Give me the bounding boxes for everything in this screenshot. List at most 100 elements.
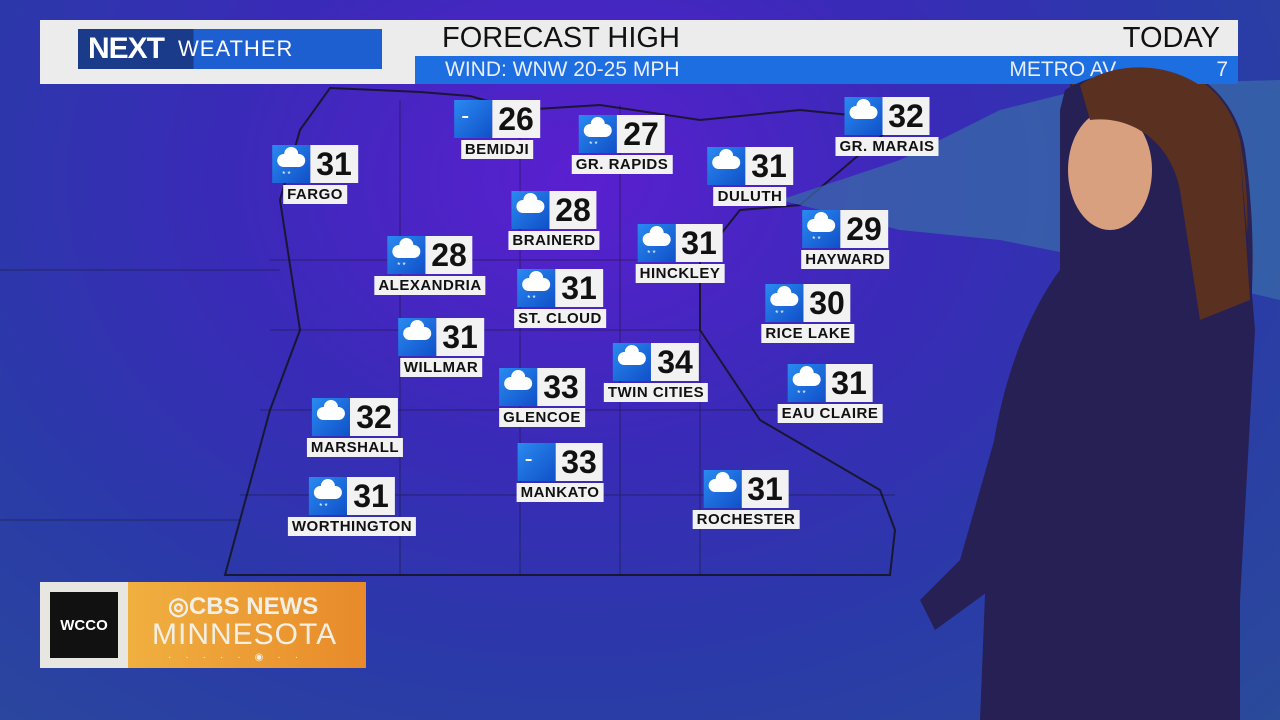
- city-name: WILLMAR: [399, 358, 483, 377]
- city-forecast: * * 31 HINCKLEY: [635, 224, 725, 283]
- temperature: 28: [549, 191, 597, 229]
- city-name: BRAINERD: [508, 231, 600, 250]
- forecast-row: * * 31: [517, 269, 603, 307]
- forecast-row: * * 31: [637, 224, 723, 262]
- cbs-eye-icon: ◎: [168, 593, 189, 620]
- city-forecast: 31 DULUTH: [707, 147, 793, 206]
- city-name: GR. MARAIS: [835, 137, 939, 156]
- city-name: BEMIDJI: [460, 140, 534, 159]
- temperature: 30: [803, 284, 851, 322]
- city-name: MARSHALL: [306, 438, 404, 457]
- city-forecast: * * 31 EAU CLAIRE: [777, 364, 883, 423]
- metro-info: METRO AV 7: [1009, 58, 1228, 82]
- page-title: FORECAST HIGH: [442, 22, 680, 54]
- forecast-row: * * 31: [309, 477, 395, 515]
- metro-text-tail: 7: [1216, 58, 1228, 81]
- city-forecast: * * 31 WORTHINGTON: [287, 477, 417, 536]
- city-forecast: 33 GLENCOE: [499, 368, 585, 427]
- wind-icon: [454, 100, 493, 138]
- forecast-row: * * 30: [765, 284, 851, 322]
- city-name: HINCKLEY: [635, 264, 725, 283]
- snow-cloud-icon: * *: [579, 115, 618, 153]
- wind-info: WIND: WNW 20-25 MPH: [445, 58, 680, 81]
- city-name: ST. CLOUD: [514, 309, 606, 328]
- presenter-face: [1065, 108, 1155, 232]
- temperature: 32: [350, 398, 398, 436]
- region-name: MINNESOTA: [152, 618, 338, 651]
- snow-cloud-icon: * *: [272, 145, 311, 183]
- temperature: 31: [555, 269, 603, 307]
- forecast-row: * * 31: [272, 145, 358, 183]
- cloud-icon: [703, 470, 742, 508]
- lower-header-banner: NEXT WEATHER FORECAST HIGH TODAY WIND: W…: [40, 20, 1238, 84]
- temperature: 31: [310, 145, 358, 183]
- cloud-icon: [613, 343, 652, 381]
- temperature: 31: [741, 470, 789, 508]
- city-name: FARGO: [283, 185, 347, 204]
- city-forecast: 32 MARSHALL: [306, 398, 404, 457]
- city-name: ALEXANDRIA: [374, 276, 486, 295]
- city-forecast: 32 GR. MARAIS: [835, 97, 939, 156]
- city-name: EAU CLAIRE: [777, 404, 883, 423]
- temperature: 29: [840, 210, 888, 248]
- snow-cloud-icon: * *: [309, 477, 348, 515]
- logo-next: NEXT: [88, 32, 165, 65]
- forecast-row: 34: [613, 343, 699, 381]
- wind-icon: [517, 443, 556, 481]
- next-weather-logo: NEXT WEATHER: [78, 29, 382, 69]
- temperature: 31: [745, 147, 793, 185]
- forecast-row: 31: [707, 147, 793, 185]
- cloud-icon: [511, 191, 550, 229]
- forecast-row: * * 28: [387, 236, 473, 274]
- cloud-icon: [312, 398, 351, 436]
- forecast-row: 33: [517, 443, 603, 481]
- info-bar: WIND: WNW 20-25 MPH METRO AV 7: [415, 56, 1238, 84]
- city-name: WORTHINGTON: [287, 517, 417, 536]
- city-forecast: 31 ROCHESTER: [692, 470, 800, 529]
- temperature: 31: [347, 477, 395, 515]
- forecast-row: 26: [454, 100, 540, 138]
- snow-cloud-icon: * *: [765, 284, 804, 322]
- dots-decoration: ·····◉··: [168, 652, 313, 663]
- forecast-row: * * 31: [787, 364, 873, 402]
- snow-cloud-icon: * *: [637, 224, 676, 262]
- snow-cloud-icon: * *: [802, 210, 841, 248]
- city-forecast: 33 MANKATO: [516, 443, 604, 502]
- city-forecast: 34 TWIN CITIES: [603, 343, 709, 402]
- forecast-row: 31: [398, 318, 484, 356]
- city-forecast: * * 31 ST. CLOUD: [514, 269, 606, 328]
- cloud-icon: [844, 97, 883, 135]
- forecast-row: 32: [844, 97, 930, 135]
- snow-cloud-icon: * *: [787, 364, 826, 402]
- forecast-row: 33: [499, 368, 585, 406]
- cbs-news-text: ◎CBS NEWS: [168, 592, 318, 621]
- logo-weather: WEATHER: [178, 36, 294, 61]
- forecast-row: 32: [312, 398, 398, 436]
- temperature: 26: [492, 100, 540, 138]
- city-forecast: 28 BRAINERD: [508, 191, 600, 250]
- network-name: CBS NEWS: [188, 593, 319, 620]
- station-bug: WCCO ◎CBS NEWS MINNESOTA ·····◉··: [40, 582, 366, 668]
- temperature: 27: [617, 115, 665, 153]
- temperature: 33: [555, 443, 603, 481]
- city-name: HAYWARD: [801, 250, 889, 269]
- city-forecast: 31 WILLMAR: [398, 318, 484, 377]
- city-name: RICE LAKE: [761, 324, 855, 343]
- temperature: 33: [537, 368, 585, 406]
- temperature: 31: [675, 224, 723, 262]
- temperature: 31: [825, 364, 873, 402]
- metro-text: METRO AV: [1009, 58, 1117, 81]
- cloud-icon: [398, 318, 437, 356]
- cloud-icon: [707, 147, 746, 185]
- forecast-row: 28: [511, 191, 597, 229]
- city-name: ROCHESTER: [692, 510, 800, 529]
- city-forecast: * * 29 HAYWARD: [801, 210, 889, 269]
- city-name: DULUTH: [713, 187, 787, 206]
- city-name: MANKATO: [516, 483, 604, 502]
- temperature: 28: [425, 236, 473, 274]
- city-forecast: * * 28 ALEXANDRIA: [374, 236, 486, 295]
- forecast-row: * * 29: [802, 210, 888, 248]
- day-label: TODAY: [1122, 22, 1220, 54]
- city-name: GR. RAPIDS: [571, 155, 673, 174]
- city-name: TWIN CITIES: [603, 383, 709, 402]
